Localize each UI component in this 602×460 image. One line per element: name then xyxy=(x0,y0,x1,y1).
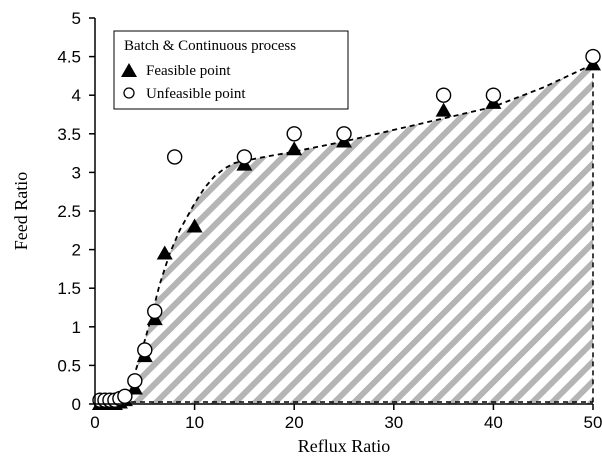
y-axis-ticks: 0 0.5 1 1.5 2 2.5 3 3.5 4 4.5 5 xyxy=(57,9,95,414)
legend-unfeasible-label: Unfeasible point xyxy=(146,86,246,102)
feasible-point xyxy=(435,102,452,117)
unfeasible-point xyxy=(435,87,452,103)
unfeasible-point xyxy=(127,373,143,389)
x-axis-ticks: 0 10 20 30 40 50 xyxy=(90,404,602,432)
unfeasible-point xyxy=(236,149,253,165)
y-tick-label: 0 xyxy=(72,395,81,414)
unfeasible-series xyxy=(92,48,601,408)
legend-feasible-label: Feasible point xyxy=(146,63,231,79)
x-tick-label: 30 xyxy=(384,413,403,432)
unfeasible-point xyxy=(137,342,153,358)
y-tick-label: 3 xyxy=(72,163,81,182)
boundary-curve xyxy=(95,63,594,405)
unfeasible-point xyxy=(485,87,502,103)
feasible-point xyxy=(156,245,173,260)
y-tick-label: 2 xyxy=(72,241,81,260)
feasible-region xyxy=(95,64,593,404)
y-tick-label: 0.5 xyxy=(57,356,81,375)
plot-area xyxy=(95,63,594,405)
legend-unfeasible-marker xyxy=(123,87,135,99)
unfeasible-point xyxy=(117,388,133,404)
y-tick-label: 1.5 xyxy=(57,279,81,298)
feasible-point xyxy=(286,141,303,156)
y-tick-label: 4 xyxy=(72,86,81,105)
x-tick-label: 20 xyxy=(285,413,304,432)
x-axis-title: Reflux Ratio xyxy=(298,436,391,456)
legend-box xyxy=(113,30,349,110)
legend-feasible-marker xyxy=(121,63,137,77)
legend-title: Batch & Continuous process xyxy=(124,38,296,54)
axes: 0 10 20 30 40 50 0 0.5 1 1.5 2 2.5 3 3.5 4 4.5 5 xyxy=(57,9,602,432)
y-axis-title: Feed Ratio xyxy=(11,172,31,251)
x-tick-label: 10 xyxy=(185,413,204,432)
y-tick-label: 1 xyxy=(72,318,81,337)
x-tick-label: 0 xyxy=(90,413,99,432)
unfeasible-point xyxy=(286,126,302,142)
y-tick-label: 2.5 xyxy=(57,202,81,221)
legend: Batch & Continuous process Feasible poin… xyxy=(113,30,349,110)
x-tick-label: 40 xyxy=(484,413,503,432)
y-tick-label: 5 xyxy=(72,9,81,28)
y-tick-label: 4.5 xyxy=(57,48,81,67)
unfeasible-point xyxy=(147,303,163,320)
x-tick-label: 50 xyxy=(584,413,602,432)
y-tick-label: 3.5 xyxy=(57,125,81,144)
unfeasible-point xyxy=(336,126,352,142)
unfeasible-point xyxy=(166,149,183,165)
feasible-point xyxy=(186,218,203,233)
unfeasible-point xyxy=(585,48,601,65)
